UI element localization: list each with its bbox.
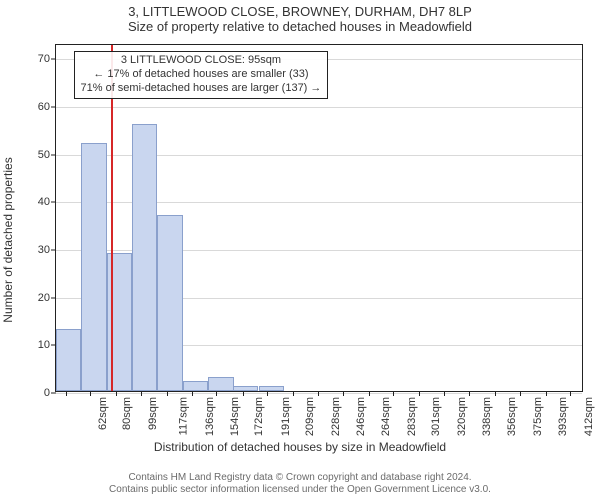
xtick-label: 80sqm bbox=[121, 397, 133, 430]
gridline bbox=[56, 393, 582, 394]
plot-area: 01020304050607062sqm80sqm99sqm117sqm136s… bbox=[55, 44, 583, 392]
annotation-box: 3 LITTLEWOOD CLOSE: 95sqm← 17% of detach… bbox=[74, 51, 329, 99]
xtick-label: 209sqm bbox=[304, 397, 316, 436]
xtick-label: 99sqm bbox=[147, 397, 159, 430]
xtick-mark bbox=[216, 391, 217, 396]
xtick-label: 338sqm bbox=[481, 397, 493, 436]
xtick-mark bbox=[293, 391, 294, 396]
xtick-mark bbox=[393, 391, 394, 396]
xtick-label: 246sqm bbox=[355, 397, 367, 436]
xtick-label: 320sqm bbox=[457, 397, 469, 436]
xtick-mark bbox=[520, 391, 521, 396]
footer-line1: Contains HM Land Registry data © Crown c… bbox=[0, 472, 600, 484]
title-line1: 3, LITTLEWOOD CLOSE, BROWNEY, DURHAM, DH… bbox=[0, 4, 600, 19]
xtick-label: 283sqm bbox=[406, 397, 418, 436]
xtick-label: 393sqm bbox=[557, 397, 569, 436]
annotation-line3: 71% of semi-detached houses are larger (… bbox=[81, 82, 322, 96]
ytick-label: 20 bbox=[38, 292, 56, 304]
histogram-bar bbox=[157, 215, 182, 391]
histogram-bar bbox=[81, 143, 106, 391]
xtick-mark bbox=[419, 391, 420, 396]
annotation-line2: ← 17% of detached houses are smaller (33… bbox=[81, 68, 322, 82]
xtick-label: 117sqm bbox=[177, 397, 189, 435]
ytick-label: 10 bbox=[38, 339, 56, 351]
xtick-mark bbox=[495, 391, 496, 396]
histogram-bar bbox=[233, 386, 258, 391]
histogram-bar bbox=[132, 124, 157, 391]
xtick-label: 228sqm bbox=[330, 397, 342, 436]
xtick-label: 301sqm bbox=[431, 397, 443, 436]
xtick-label: 191sqm bbox=[280, 397, 292, 436]
xtick-mark bbox=[369, 391, 370, 396]
xtick-label: 375sqm bbox=[532, 397, 544, 436]
xtick-mark bbox=[570, 391, 571, 396]
figure: 3, LITTLEWOOD CLOSE, BROWNEY, DURHAM, DH… bbox=[0, 0, 600, 500]
xtick-label: 412sqm bbox=[583, 397, 595, 436]
title-block: 3, LITTLEWOOD CLOSE, BROWNEY, DURHAM, DH… bbox=[0, 4, 600, 34]
footer-attribution: Contains HM Land Registry data © Crown c… bbox=[0, 472, 600, 496]
xtick-label: 62sqm bbox=[97, 397, 109, 430]
xtick-mark bbox=[167, 391, 168, 396]
xtick-mark bbox=[192, 391, 193, 396]
xtick-mark bbox=[318, 391, 319, 396]
title-line2: Size of property relative to detached ho… bbox=[0, 19, 600, 34]
histogram-bar bbox=[56, 329, 81, 391]
annotation-line1: 3 LITTLEWOOD CLOSE: 95sqm bbox=[81, 54, 322, 68]
histogram-bar bbox=[183, 381, 208, 391]
xtick-mark bbox=[267, 391, 268, 396]
ytick-label: 40 bbox=[38, 196, 56, 208]
ytick-label: 50 bbox=[38, 149, 56, 161]
ytick-label: 30 bbox=[38, 244, 56, 256]
xtick-mark bbox=[469, 391, 470, 396]
x-axis-label: Distribution of detached houses by size … bbox=[0, 440, 600, 454]
gridline bbox=[56, 107, 582, 108]
ytick-label: 70 bbox=[38, 53, 56, 65]
histogram-bar bbox=[208, 377, 233, 391]
xtick-mark bbox=[66, 391, 67, 396]
y-axis-label: Number of detached properties bbox=[1, 157, 15, 322]
xtick-mark bbox=[116, 391, 117, 396]
xtick-mark bbox=[546, 391, 547, 396]
xtick-label: 356sqm bbox=[506, 397, 518, 436]
footer-line2: Contains public sector information licen… bbox=[0, 484, 600, 496]
xtick-label: 264sqm bbox=[380, 397, 392, 436]
xtick-mark bbox=[90, 391, 91, 396]
histogram-bar bbox=[259, 386, 284, 391]
xtick-mark bbox=[141, 391, 142, 396]
ytick-label: 60 bbox=[38, 101, 56, 113]
ytick-label: 0 bbox=[44, 387, 56, 399]
xtick-label: 154sqm bbox=[229, 397, 241, 436]
xtick-label: 172sqm bbox=[254, 397, 266, 436]
xtick-mark bbox=[343, 391, 344, 396]
xtick-mark bbox=[243, 391, 244, 396]
xtick-mark bbox=[444, 391, 445, 396]
xtick-label: 136sqm bbox=[204, 397, 216, 436]
